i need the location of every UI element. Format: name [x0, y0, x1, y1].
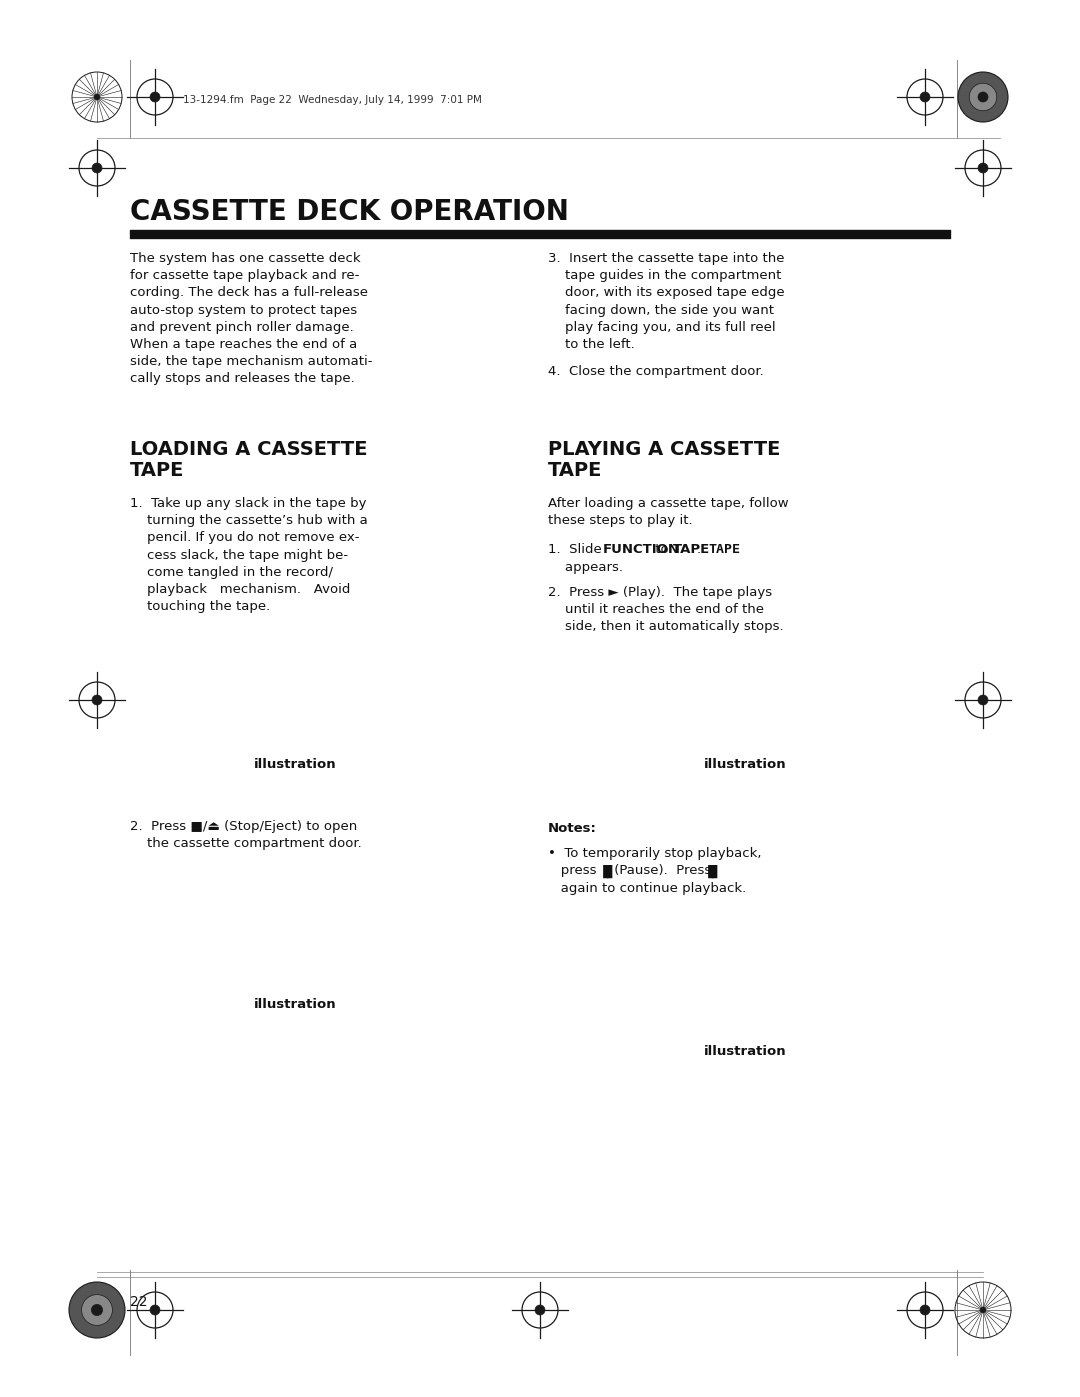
- Text: illustration: illustration: [254, 759, 336, 771]
- Text: and prevent pinch roller damage.: and prevent pinch roller damage.: [130, 321, 354, 334]
- Text: facing down, the side you want: facing down, the side you want: [548, 303, 774, 317]
- Circle shape: [969, 84, 997, 110]
- Text: for cassette tape playback and re-: for cassette tape playback and re-: [130, 270, 360, 282]
- Text: until it reaches the end of the: until it reaches the end of the: [548, 604, 764, 616]
- Text: cording. The deck has a full-release: cording. The deck has a full-release: [130, 286, 368, 299]
- Text: When a tape reaches the end of a: When a tape reaches the end of a: [130, 338, 357, 351]
- Text: to the left.: to the left.: [548, 338, 635, 351]
- Text: play facing you, and its full reel: play facing you, and its full reel: [548, 321, 775, 334]
- Text: 1.  Slide: 1. Slide: [548, 543, 606, 556]
- Circle shape: [978, 694, 988, 705]
- Text: TAPE: TAPE: [130, 461, 185, 481]
- Text: side, then it automatically stops.: side, then it automatically stops.: [548, 620, 784, 633]
- Text: TAPE: TAPE: [708, 543, 740, 556]
- Circle shape: [920, 1305, 930, 1315]
- Circle shape: [535, 1305, 545, 1315]
- Text: door, with its exposed tape edge: door, with its exposed tape edge: [548, 286, 785, 299]
- Text: these steps to play it.: these steps to play it.: [548, 514, 692, 527]
- Text: 22: 22: [130, 1295, 148, 1309]
- Circle shape: [150, 1305, 160, 1315]
- Text: TAPE: TAPE: [673, 543, 711, 556]
- Text: LOADING A CASSETTE: LOADING A CASSETTE: [130, 440, 367, 460]
- Circle shape: [82, 1295, 112, 1326]
- Text: .: .: [697, 543, 705, 556]
- Circle shape: [978, 163, 988, 173]
- Text: ▐▌: ▐▌: [703, 865, 724, 877]
- Text: to: to: [651, 543, 673, 556]
- Text: 3.  Insert the cassette tape into the: 3. Insert the cassette tape into the: [548, 251, 784, 265]
- Text: TAPE: TAPE: [548, 461, 603, 481]
- Text: side, the tape mechanism automati-: side, the tape mechanism automati-: [130, 355, 373, 369]
- Circle shape: [92, 694, 102, 705]
- Text: ▐▌: ▐▌: [597, 865, 618, 877]
- Text: •  To temporarily stop playback,: • To temporarily stop playback,: [548, 847, 761, 861]
- Text: The system has one cassette deck: The system has one cassette deck: [130, 251, 361, 265]
- Circle shape: [92, 163, 102, 173]
- Circle shape: [92, 1305, 103, 1316]
- Text: 2.  Press ► (Play).  The tape plays: 2. Press ► (Play). The tape plays: [548, 585, 772, 599]
- Text: Notes:: Notes:: [548, 821, 597, 835]
- Circle shape: [69, 1282, 125, 1338]
- Circle shape: [980, 1308, 986, 1313]
- Text: 2.  Press ■/⏏ (Stop/Eject) to open: 2. Press ■/⏏ (Stop/Eject) to open: [130, 820, 357, 833]
- Text: illustration: illustration: [254, 997, 336, 1011]
- Text: After loading a cassette tape, follow: After loading a cassette tape, follow: [548, 497, 788, 510]
- Text: pencil. If you do not remove ex-: pencil. If you do not remove ex-: [130, 531, 360, 545]
- Text: CASSETTE DECK OPERATION: CASSETTE DECK OPERATION: [130, 198, 569, 226]
- Circle shape: [94, 94, 100, 101]
- Text: come tangled in the record/: come tangled in the record/: [130, 566, 333, 578]
- Text: cally stops and releases the tape.: cally stops and releases the tape.: [130, 373, 354, 386]
- Text: 4.  Close the compartment door.: 4. Close the compartment door.: [548, 365, 764, 379]
- Circle shape: [920, 92, 930, 102]
- Text: turning the cassette’s hub with a: turning the cassette’s hub with a: [130, 514, 368, 527]
- Text: illustration: illustration: [704, 759, 786, 771]
- Text: FUNCTION: FUNCTION: [603, 543, 680, 556]
- Text: 1.  Take up any slack in the tape by: 1. Take up any slack in the tape by: [130, 497, 366, 510]
- Text: PLAYING A CASSETTE: PLAYING A CASSETTE: [548, 440, 781, 460]
- Text: illustration: illustration: [704, 1045, 786, 1058]
- Circle shape: [978, 92, 988, 102]
- Text: appears.: appears.: [548, 560, 623, 574]
- Text: again to continue playback.: again to continue playback.: [548, 882, 746, 894]
- Text: touching the tape.: touching the tape.: [130, 601, 270, 613]
- Circle shape: [958, 73, 1008, 122]
- Text: tape guides in the compartment: tape guides in the compartment: [548, 270, 781, 282]
- Text: press: press: [548, 865, 600, 877]
- Text: the cassette compartment door.: the cassette compartment door.: [130, 837, 362, 851]
- Circle shape: [150, 92, 160, 102]
- Text: playback   mechanism.   Avoid: playback mechanism. Avoid: [130, 583, 350, 597]
- Text: cess slack, the tape might be-: cess slack, the tape might be-: [130, 549, 348, 562]
- Text: 13-1294.fm  Page 22  Wednesday, July 14, 1999  7:01 PM: 13-1294.fm Page 22 Wednesday, July 14, 1…: [183, 95, 482, 105]
- Text: auto-stop system to protect tapes: auto-stop system to protect tapes: [130, 303, 357, 317]
- Text: (Pause).  Press: (Pause). Press: [609, 865, 715, 877]
